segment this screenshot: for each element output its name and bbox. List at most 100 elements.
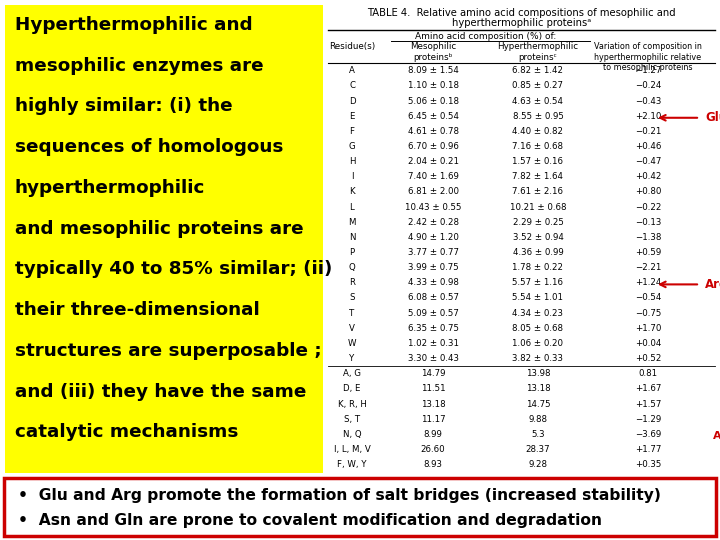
Text: 4.61 ± 0.78: 4.61 ± 0.78 bbox=[408, 127, 459, 136]
Text: K: K bbox=[349, 187, 355, 197]
Text: 10.43 ± 0.55: 10.43 ± 0.55 bbox=[405, 202, 462, 212]
Text: 5.54 ± 1.01: 5.54 ± 1.01 bbox=[513, 294, 564, 302]
Bar bbox=[5, 5, 323, 473]
Text: 13.18: 13.18 bbox=[526, 384, 550, 393]
Text: and mesophilic proteins are: and mesophilic proteins are bbox=[15, 220, 304, 238]
Text: 6.70 ± 0.96: 6.70 ± 0.96 bbox=[408, 142, 459, 151]
Text: +0.59: +0.59 bbox=[635, 248, 661, 257]
Text: +1.57: +1.57 bbox=[635, 400, 661, 409]
Text: Y: Y bbox=[349, 354, 355, 363]
Text: G: G bbox=[348, 142, 356, 151]
Text: A: A bbox=[349, 66, 355, 75]
Text: −2.21: −2.21 bbox=[635, 263, 661, 272]
Text: M: M bbox=[348, 218, 356, 227]
Text: 1.06 ± 0.20: 1.06 ± 0.20 bbox=[513, 339, 564, 348]
Text: 13.98: 13.98 bbox=[526, 369, 550, 378]
Text: 9.88: 9.88 bbox=[528, 415, 547, 424]
Text: 4.33 ± 0.98: 4.33 ± 0.98 bbox=[408, 278, 459, 287]
Text: +0.46: +0.46 bbox=[635, 142, 661, 151]
Text: +2.10: +2.10 bbox=[635, 112, 661, 121]
Text: 7.40 ± 1.69: 7.40 ± 1.69 bbox=[408, 172, 459, 181]
Text: P: P bbox=[349, 248, 354, 257]
Text: Residue(s): Residue(s) bbox=[329, 42, 375, 51]
Text: +1.70: +1.70 bbox=[635, 324, 661, 333]
Text: T: T bbox=[349, 309, 355, 318]
Text: +0.04: +0.04 bbox=[635, 339, 661, 348]
Text: 1.02 ± 0.31: 1.02 ± 0.31 bbox=[408, 339, 459, 348]
Text: 5.3: 5.3 bbox=[531, 430, 545, 439]
Text: 3.82 ± 0.33: 3.82 ± 0.33 bbox=[513, 354, 564, 363]
Text: 5.06 ± 0.18: 5.06 ± 0.18 bbox=[408, 97, 459, 105]
Text: I: I bbox=[351, 172, 354, 181]
Text: −0.22: −0.22 bbox=[635, 202, 661, 212]
Text: 3.52 ± 0.94: 3.52 ± 0.94 bbox=[513, 233, 564, 242]
Text: N: N bbox=[348, 233, 355, 242]
Text: mesophilic enzymes are: mesophilic enzymes are bbox=[15, 57, 264, 75]
Text: Hyperthermophilic
proteinsᶜ: Hyperthermophilic proteinsᶜ bbox=[498, 42, 579, 62]
Text: +0.80: +0.80 bbox=[635, 187, 661, 197]
Text: highly similar: (i) the: highly similar: (i) the bbox=[15, 97, 233, 116]
Text: structures are superposable ;: structures are superposable ; bbox=[15, 342, 322, 360]
Text: 0.85 ± 0.27: 0.85 ± 0.27 bbox=[513, 82, 564, 90]
Text: +0.35: +0.35 bbox=[635, 460, 661, 469]
Text: −1.38: −1.38 bbox=[635, 233, 661, 242]
Text: 13.18: 13.18 bbox=[420, 400, 445, 409]
Text: 3.30 ± 0.43: 3.30 ± 0.43 bbox=[408, 354, 459, 363]
Text: and (iii) they have the same: and (iii) they have the same bbox=[15, 382, 307, 401]
Text: 4.36 ± 0.99: 4.36 ± 0.99 bbox=[513, 248, 563, 257]
Text: +0.42: +0.42 bbox=[635, 172, 661, 181]
Text: 4.40 ± 0.82: 4.40 ± 0.82 bbox=[513, 127, 564, 136]
Text: Glu: Glu bbox=[705, 111, 720, 124]
Text: 2.29 ± 0.25: 2.29 ± 0.25 bbox=[513, 218, 564, 227]
Text: TABLE 4.  Relative amino acid compositions of mesophilic and: TABLE 4. Relative amino acid composition… bbox=[367, 8, 676, 18]
Text: H: H bbox=[348, 157, 355, 166]
Text: −3.69: −3.69 bbox=[635, 430, 661, 439]
Text: +1.67: +1.67 bbox=[635, 384, 661, 393]
Text: +1.24: +1.24 bbox=[635, 278, 661, 287]
Text: their three-dimensional: their three-dimensional bbox=[15, 301, 260, 319]
Text: 8.55 ± 0.95: 8.55 ± 0.95 bbox=[513, 112, 564, 121]
Text: +0.52: +0.52 bbox=[635, 354, 661, 363]
Text: 14.75: 14.75 bbox=[526, 400, 550, 409]
Text: 28.37: 28.37 bbox=[526, 445, 550, 454]
Text: −1.27: −1.27 bbox=[635, 66, 661, 75]
Text: 6.08 ± 0.57: 6.08 ± 0.57 bbox=[408, 294, 459, 302]
Text: −0.47: −0.47 bbox=[635, 157, 661, 166]
Text: −0.21: −0.21 bbox=[635, 127, 661, 136]
Text: 14.79: 14.79 bbox=[420, 369, 445, 378]
Text: W: W bbox=[348, 339, 356, 348]
Text: N, Q: N, Q bbox=[343, 430, 361, 439]
Text: 7.82 ± 1.64: 7.82 ± 1.64 bbox=[513, 172, 564, 181]
Text: sequences of homologous: sequences of homologous bbox=[15, 138, 284, 156]
Text: −0.43: −0.43 bbox=[635, 97, 661, 105]
Text: A, G: A, G bbox=[343, 369, 361, 378]
Text: 7.61 ± 2.16: 7.61 ± 2.16 bbox=[513, 187, 564, 197]
Text: −0.54: −0.54 bbox=[635, 294, 661, 302]
Text: Q: Q bbox=[348, 263, 356, 272]
Text: 3.99 ± 0.75: 3.99 ± 0.75 bbox=[408, 263, 459, 272]
Text: Mesophilic
proteinsᵇ: Mesophilic proteinsᵇ bbox=[410, 42, 456, 62]
Text: 10.21 ± 0.68: 10.21 ± 0.68 bbox=[510, 202, 566, 212]
Text: Variation of composition in
hyperthermophilic relative
to mesophilic proteins: Variation of composition in hyperthermop… bbox=[594, 42, 702, 72]
Text: I, L, M, V: I, L, M, V bbox=[333, 445, 370, 454]
Text: F: F bbox=[349, 127, 354, 136]
Text: Hyperthermophilic and: Hyperthermophilic and bbox=[15, 16, 253, 34]
Text: 2.04 ± 0.21: 2.04 ± 0.21 bbox=[408, 157, 459, 166]
Text: 4.34 ± 0.23: 4.34 ± 0.23 bbox=[513, 309, 564, 318]
Text: 4.63 ± 0.54: 4.63 ± 0.54 bbox=[513, 97, 564, 105]
Text: C: C bbox=[349, 82, 355, 90]
Text: 7.16 ± 0.68: 7.16 ± 0.68 bbox=[513, 142, 564, 151]
Text: D: D bbox=[348, 97, 355, 105]
Text: 9.28: 9.28 bbox=[528, 460, 547, 469]
Text: K, R, H: K, R, H bbox=[338, 400, 366, 409]
Text: 0.81: 0.81 bbox=[639, 369, 657, 378]
Text: −0.24: −0.24 bbox=[635, 82, 661, 90]
Text: 3.77 ± 0.77: 3.77 ± 0.77 bbox=[408, 248, 459, 257]
Text: 6.82 ± 1.42: 6.82 ± 1.42 bbox=[513, 66, 564, 75]
Text: 2.42 ± 0.28: 2.42 ± 0.28 bbox=[408, 218, 459, 227]
Text: 11.17: 11.17 bbox=[420, 415, 445, 424]
Bar bbox=[4, 478, 716, 536]
Text: 5.09 ± 0.57: 5.09 ± 0.57 bbox=[408, 309, 459, 318]
Text: 8.05 ± 0.68: 8.05 ± 0.68 bbox=[513, 324, 564, 333]
Text: D, E: D, E bbox=[343, 384, 361, 393]
